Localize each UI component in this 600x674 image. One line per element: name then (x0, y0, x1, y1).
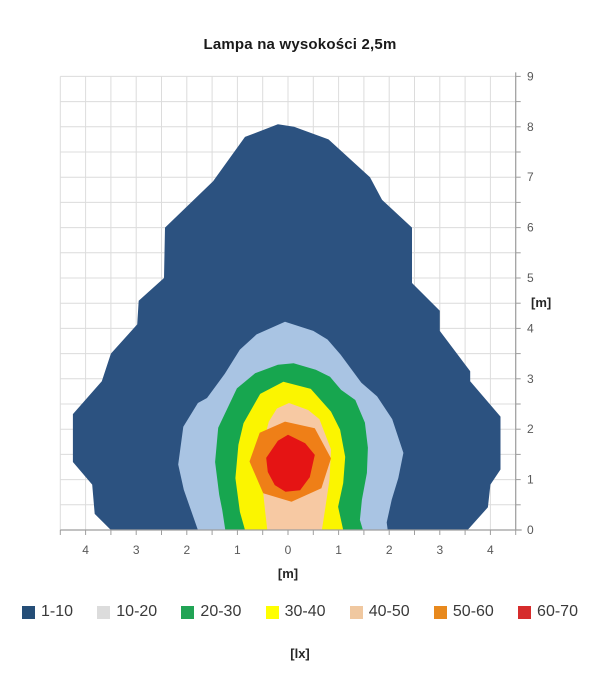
legend-swatch (181, 605, 195, 619)
legend-swatch (349, 605, 363, 619)
contour-band-60-70lx (266, 434, 315, 492)
x-tick-label: 0 (285, 543, 292, 557)
y-tick-label: 3 (527, 372, 534, 386)
x-tick-label: 2 (183, 543, 190, 557)
legend-item-10-20lx: 10-20 (97, 604, 157, 620)
y-axis-unit-label: [m] (531, 295, 551, 310)
legend-label: 20-30 (200, 603, 242, 620)
legend-label: 10-20 (116, 603, 158, 620)
legend-swatch (518, 605, 532, 619)
x-tick-label: 1 (234, 543, 241, 557)
legend-item-60-70lx: 60-70 (518, 604, 578, 620)
legend-label: 1-10 (41, 603, 74, 620)
x-axis-unit-label: [m] (278, 566, 298, 581)
chart-title: Lampa na wysokości 2,5m (203, 36, 397, 53)
legend-item-40-50lx: 40-50 (349, 603, 410, 620)
y-tick-label: 8 (527, 120, 534, 134)
y-tick-label: 6 (527, 221, 534, 235)
legend-swatch (265, 605, 279, 619)
contour-plot: 4 3 2 1 0 1 2 3 4 0 1 2 3 4 5 6 7 8 9 [m] [m] (59, 69, 551, 581)
x-tick-label: 1 (335, 543, 342, 557)
y-tick-label: 9 (527, 69, 534, 83)
x-tick-label: 3 (133, 543, 140, 557)
y-tick-label: 0 (527, 523, 534, 537)
legend-item-20-30lx: 20-30 (181, 604, 241, 620)
x-tick-label: 4 (487, 543, 494, 557)
legend-item-50-60lx: 50-60 (433, 603, 494, 620)
x-tick-label: 2 (386, 543, 393, 557)
y-tick-label: 5 (527, 271, 534, 285)
legend-label: 40-50 (368, 603, 410, 620)
legend-swatch (22, 605, 35, 619)
legend-label: 50-60 (452, 603, 494, 620)
legend-unit-label: [lx] (290, 646, 310, 661)
y-tick-label: 1 (527, 473, 534, 487)
x-tick-label: 4 (82, 543, 89, 557)
legend-label: 30-40 (284, 603, 326, 620)
legend-label: 60-70 (537, 603, 578, 620)
legend-item-30-40lx: 30-40 (265, 603, 326, 620)
y-tick-label: 4 (527, 321, 534, 335)
legend: 1-10 10-20 20-30 30-40 40-50 50-60 60-70 (0, 599, 600, 625)
y-tick-label: 2 (527, 422, 534, 436)
x-tick-label: 3 (436, 543, 443, 557)
y-tick-label: 7 (527, 170, 534, 184)
legend-item-1-10lx: 1-10 (22, 604, 73, 620)
legend-swatch (97, 605, 111, 619)
legend-swatch (433, 605, 447, 619)
